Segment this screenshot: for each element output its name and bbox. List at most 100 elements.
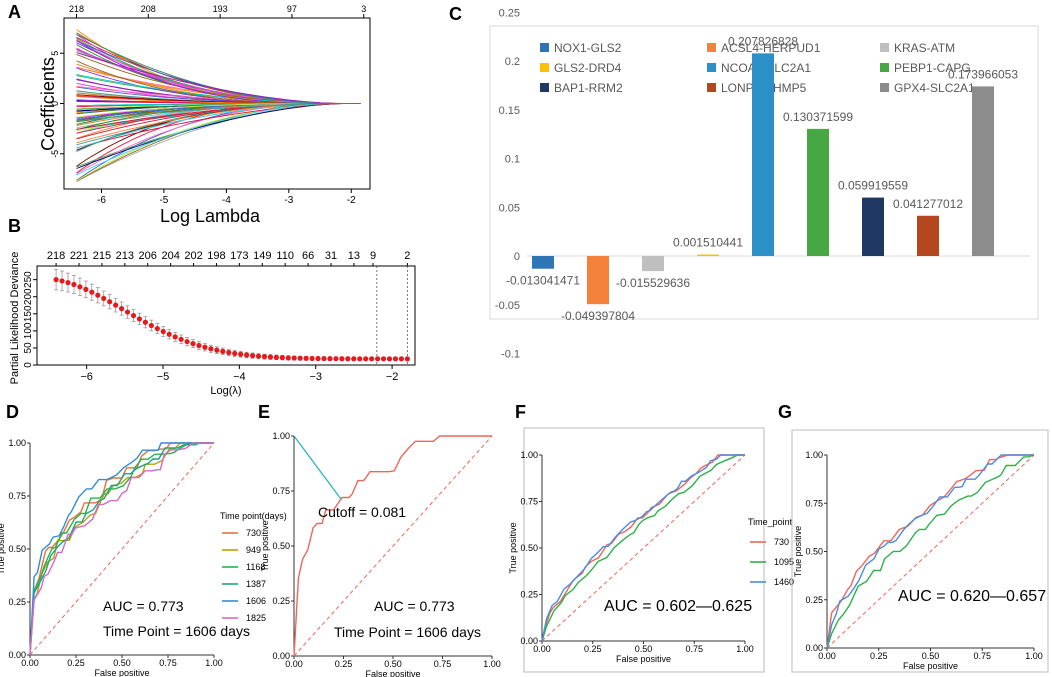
top-tick-label-b: 149: [253, 250, 271, 262]
coefficient-path: [76, 103, 361, 169]
y-tick-label: 1.00: [805, 450, 823, 460]
y-axis-label-b: Partial Likelihood Deviance: [9, 252, 21, 385]
top-tick-label-b: 110: [276, 250, 294, 262]
panel-label-d: D: [6, 402, 19, 422]
deviance-point: [130, 312, 137, 319]
x-tick-label: 0.75: [434, 659, 452, 669]
top-tick-label-b: 13: [348, 250, 360, 262]
reference-diagonal: [541, 454, 746, 642]
axes-a: -6 -5 -4 -3 -2 -5 0 5 218 208 193 97 3: [50, 4, 366, 206]
deviance-point: [107, 299, 113, 305]
deviance-point: [238, 351, 244, 357]
y-tick-label: 0.00: [520, 636, 538, 646]
deviance-point: [267, 354, 274, 360]
y-tick-label: 0.50: [520, 543, 538, 553]
x-tick-label: 0.50: [384, 659, 402, 669]
y-tick-label-a: 5: [50, 51, 60, 56]
y-tick-label-c: -0.1: [501, 349, 520, 361]
legend-label: 1460: [774, 577, 794, 587]
bar: [807, 128, 829, 256]
y-tick-label: 0.75: [272, 486, 290, 496]
top-tick-label-b: 173: [230, 250, 248, 262]
x-tick-label-b: −4: [233, 371, 246, 383]
x-tick-label: 0.75: [685, 644, 703, 654]
deviance-point: [142, 319, 148, 325]
legend-label: GLS2-DRD4: [554, 61, 622, 75]
cv-marks: [53, 266, 410, 365]
deviance-point: [321, 355, 327, 362]
deviance-point: [374, 356, 381, 362]
deviance-point: [184, 338, 190, 345]
roc-curve: [293, 435, 492, 657]
panel-label-f: F: [515, 402, 526, 422]
legend-swatch: [707, 43, 716, 52]
cutoff-label: Cutoff = 0.081: [318, 504, 406, 520]
x-axis-label-b: Log(λ): [210, 385, 241, 397]
deviance-point: [71, 281, 77, 288]
y-tick-label: 0.75: [8, 491, 26, 501]
top-tick-label-a: 218: [69, 4, 84, 14]
deviance-point: [208, 346, 214, 352]
legend-swatch: [707, 83, 716, 92]
legend-label: GPX4-SLC2A1: [894, 81, 975, 95]
y-tick-label: 0.50: [8, 544, 26, 554]
roc-curve: [29, 442, 214, 656]
x-tick-label: 0.25: [584, 644, 602, 654]
y-tick-label: 1.00: [8, 438, 26, 448]
y-tick-label-a: 0: [50, 101, 60, 106]
bar-value-label: 0.173966053: [948, 67, 1018, 81]
roc-curve: [29, 442, 214, 656]
x-axis-label: False positive: [616, 654, 671, 664]
deviance-point: [297, 355, 303, 361]
deviance-point: [202, 344, 208, 350]
roc-curve: [541, 454, 745, 642]
auc-label: AUC = 0.602—0.625: [604, 598, 752, 615]
deviance-point: [118, 306, 125, 312]
legend-swatch: [540, 83, 549, 92]
top-tick-label-a: 208: [141, 4, 156, 14]
x-tick-label: 1.00: [1025, 651, 1043, 661]
roc-curve: [826, 454, 1034, 649]
legend-swatch: [880, 63, 889, 72]
legend-label: 1387: [246, 579, 266, 589]
top-tick-label-b: 213: [116, 250, 134, 262]
y-tick-label-c: -0.05: [495, 300, 520, 312]
deviance-point: [172, 334, 178, 340]
x-tick-label: 0.00: [21, 658, 39, 668]
deviance-point: [113, 302, 119, 308]
deviance-point: [124, 309, 131, 315]
coefficient-path: [76, 60, 361, 104]
y-tick-label: 0.25: [805, 595, 823, 605]
cutoff-line: [293, 435, 343, 501]
chart-c: NOX1-GLS2ACSL4-HERPUD1KRAS-ATMGLS2-DRD4N…: [489, 7, 1039, 361]
bar-value-label: -0.013041471: [506, 274, 580, 288]
top-tick-label-b: 215: [93, 250, 111, 262]
legend-label: BAP1-RRM2: [554, 81, 623, 95]
deviance-point: [226, 349, 232, 356]
deviance-point: [148, 322, 154, 329]
y-tick-label-a: -5: [50, 150, 60, 158]
x-tick-label: 0.75: [159, 658, 177, 668]
bar-value-label: 0.059919559: [838, 179, 908, 193]
top-tick-label-b: 202: [184, 250, 202, 262]
bar-value-label: 0.001510441: [673, 236, 743, 250]
x-axis-label: False positive: [365, 669, 420, 677]
bar-value-label: 0.130371599: [783, 110, 853, 124]
y-tick-label-c: 0.05: [499, 202, 520, 214]
x-tick-label: 0.00: [285, 659, 303, 669]
legend-label: 730: [774, 537, 789, 547]
deviance-point: [232, 350, 238, 357]
y-tick-label: 0.75: [520, 497, 538, 507]
panel-border: [791, 429, 1049, 673]
auc-label: AUC = 0.773: [103, 598, 184, 614]
deviance-point: [95, 292, 101, 298]
legend-title: Time point(days): [220, 511, 287, 521]
x-tick-label-a: -4: [222, 195, 231, 206]
x-tick-label-b: −5: [157, 371, 170, 383]
coefficient-paths: [76, 29, 361, 182]
time-point-label: Time Point = 1606 days: [334, 624, 481, 640]
deviance-point: [65, 279, 71, 286]
legend-label: ACSL4-HERPUD1: [721, 41, 821, 55]
